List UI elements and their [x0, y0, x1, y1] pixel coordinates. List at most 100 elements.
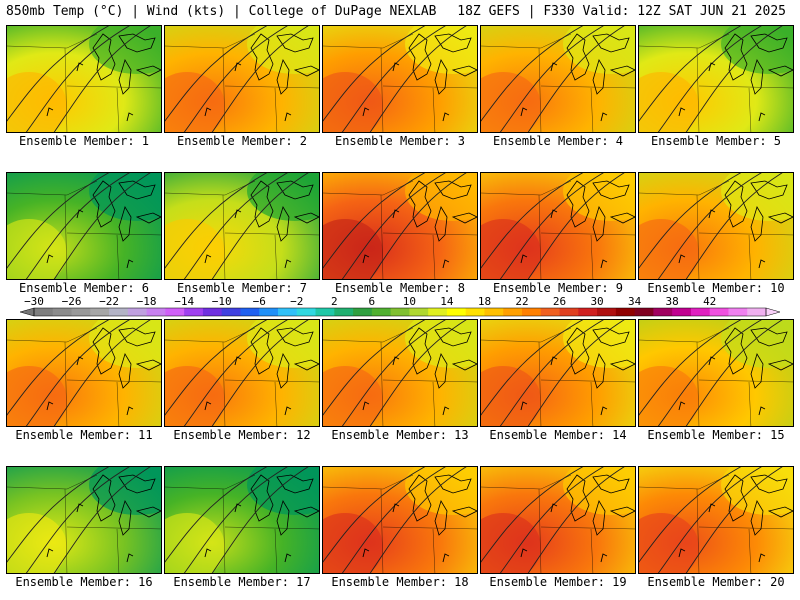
ensemble-member-map	[6, 172, 162, 280]
colorbar-tick-label: 18	[478, 296, 491, 308]
colorbar-tick-label: 22	[515, 296, 528, 308]
ensemble-member-label: Ensemble Member: 16	[15, 575, 153, 589]
colorbar-segment	[484, 308, 504, 316]
colorbar-segment	[446, 308, 467, 316]
ensemble-member-label: Ensemble Member: 10	[647, 281, 785, 295]
colorbar-segment	[672, 308, 692, 316]
ensemble-member-label: Ensemble Member: 11	[15, 428, 153, 442]
colorbar-segment	[428, 308, 448, 316]
ensemble-member-map	[480, 25, 636, 133]
ensemble-member-label: Ensemble Member: 8	[334, 281, 466, 295]
ensemble-member-label: Ensemble Member: 17	[173, 575, 311, 589]
colorbar-tick-label: 38	[666, 296, 679, 308]
ensemble-member-label: Ensemble Member: 2	[176, 134, 308, 148]
colorbar-segment	[278, 308, 298, 316]
ensemble-member-label: Ensemble Member: 14	[489, 428, 627, 442]
colorbar-segment	[634, 308, 654, 316]
colorbar-tick-label: −10	[212, 296, 232, 308]
colorbar-tick-label: 42	[703, 296, 716, 308]
ensemble-member-label: Ensemble Member: 5	[650, 134, 782, 148]
colorbar-segment	[146, 308, 166, 316]
colorbar-segment	[221, 308, 241, 316]
header-title: 850mb Temp (°C) | Wind (kts) | College o…	[6, 4, 437, 19]
colorbar-segment	[165, 308, 185, 316]
colorbar-tick-label: −30	[24, 296, 44, 308]
colorbar-segment	[90, 308, 110, 316]
colorbar-segment	[709, 308, 729, 316]
ensemble-member-map	[638, 466, 794, 574]
colorbar-tick-label: −22	[99, 296, 119, 308]
colorbar-segment	[559, 308, 579, 316]
colorbar-segment	[409, 308, 429, 316]
colorbar-segment	[690, 308, 711, 316]
ensemble-member-map	[480, 466, 636, 574]
ensemble-member-map	[638, 172, 794, 280]
header-run-info: 18Z GEFS | F330 Valid: 12Z SAT JUN 21 20…	[457, 4, 786, 19]
ensemble-member-label: Ensemble Member: 6	[18, 281, 150, 295]
colorbar-segment	[296, 308, 317, 316]
ensemble-member-label: Ensemble Member: 20	[647, 575, 785, 589]
colorbar-tick-label: 30	[590, 296, 603, 308]
ensemble-member-map	[6, 466, 162, 574]
ensemble-member-map	[6, 319, 162, 427]
colorbar-segment	[522, 308, 542, 316]
colorbar-segment	[334, 308, 354, 316]
colorbar-segment	[353, 308, 373, 316]
colorbar-segment	[240, 308, 260, 316]
colorbar-tick-label: 26	[553, 296, 566, 308]
colorbar-segment	[728, 308, 748, 316]
colorbar-tick-label: 34	[628, 296, 642, 308]
ensemble-member-label: Ensemble Member: 1	[18, 134, 150, 148]
ensemble-member-label: Ensemble Member: 3	[334, 134, 466, 148]
colorbar-segment	[465, 308, 485, 316]
colorbar-segment	[578, 308, 598, 316]
ensemble-member-map	[638, 319, 794, 427]
colorbar-segment	[390, 308, 410, 316]
colorbar-segment	[371, 308, 392, 316]
colorbar-tick-label: −18	[137, 296, 157, 308]
colorbar-right-arrow	[765, 307, 781, 317]
ensemble-member-map	[164, 25, 320, 133]
colorbar-segment	[315, 308, 335, 316]
colorbar-segment	[184, 308, 204, 316]
colorbar-segment	[109, 308, 129, 316]
ensemble-member-label: Ensemble Member: 13	[331, 428, 469, 442]
ensemble-member-map	[322, 25, 478, 133]
ensemble-member-label: Ensemble Member: 15	[647, 428, 785, 442]
ensemble-member-map	[322, 466, 478, 574]
ensemble-member-map	[322, 172, 478, 280]
ensemble-member-map	[6, 25, 162, 133]
colorbar-segment	[52, 308, 73, 316]
ensemble-member-map	[164, 466, 320, 574]
colorbar-segment	[34, 308, 54, 316]
colorbar-segment	[259, 308, 279, 316]
ensemble-member-map	[164, 319, 320, 427]
colorbar-tick-label: 14	[440, 296, 454, 308]
colorbar-tick-label: −14	[174, 296, 194, 308]
temperature-colorbar: −30 −26 −22 −18 −14 −10 −6 −2 2 6 10 14 18 22 26 30 34 38…	[19, 296, 781, 317]
colorbar-tick-label: 10	[403, 296, 416, 308]
colorbar-segment	[202, 308, 223, 316]
ensemble-member-label: Ensemble Member: 4	[492, 134, 624, 148]
ensemble-member-map	[480, 319, 636, 427]
colorbar-segment	[597, 308, 617, 316]
ensemble-member-label: Ensemble Member: 12	[173, 428, 311, 442]
colorbar-tick-label: −6	[253, 296, 266, 308]
colorbar-segment	[127, 308, 148, 316]
colorbar-left-arrow	[19, 307, 35, 317]
colorbar-segment	[747, 308, 767, 316]
colorbar-segment	[71, 308, 91, 316]
colorbar-tick-label: −2	[290, 296, 303, 308]
ensemble-member-map	[480, 172, 636, 280]
colorbar-segment	[653, 308, 673, 316]
colorbar-tick-label: −26	[62, 296, 82, 308]
ensemble-member-label: Ensemble Member: 9	[492, 281, 624, 295]
ensemble-member-map	[322, 319, 478, 427]
colorbar-segment	[615, 308, 636, 316]
ensemble-member-label: Ensemble Member: 7	[176, 281, 308, 295]
ensemble-member-label: Ensemble Member: 19	[489, 575, 627, 589]
ensemble-member-map	[164, 172, 320, 280]
colorbar-tick-label: 6	[369, 296, 376, 308]
colorbar-segment	[540, 308, 561, 316]
colorbar-segment	[503, 308, 523, 316]
